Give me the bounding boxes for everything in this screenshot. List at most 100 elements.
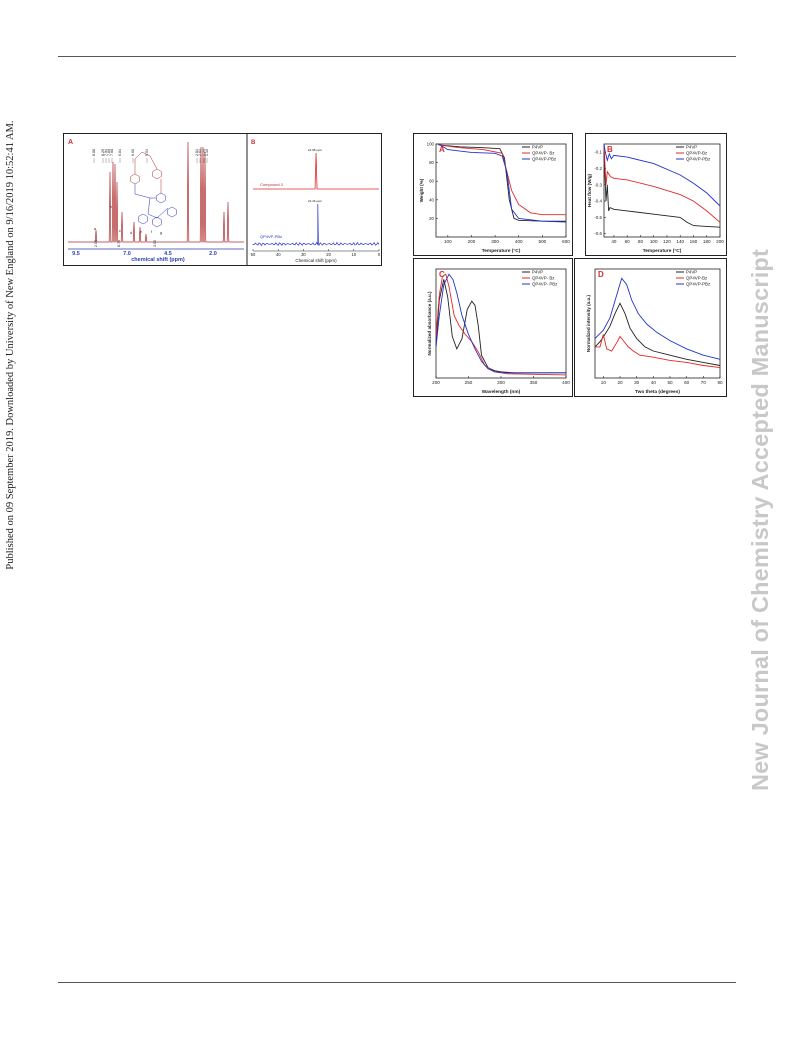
molecule-ring [167, 206, 177, 218]
legend-entry: QP4VP-PBz [532, 157, 556, 162]
nmr-a-peak-label: 5.54 [145, 149, 149, 156]
nmr-a-assignment: f [151, 230, 152, 234]
y-tick-label: -0.2 [594, 166, 602, 171]
plot-frame [603, 143, 721, 238]
nmr-b-bottom-trace-label: QP4VP-PBz [260, 234, 282, 239]
molecule-structure [130, 151, 177, 228]
chart-panel-b: 40 60 80 100 120 140 160 180 200 -0.6 -0.5 -0.4 -0.3… [585, 133, 727, 256]
nmr-a-integral: 2.00 [94, 240, 98, 247]
chart-a-svg: 100 200 300 400 500 600 20 40 60 80 100 Temperature… [419, 142, 570, 255]
y-tick-label: -0.5 [594, 215, 602, 220]
legend-entry: P4VP [532, 270, 543, 275]
x-tick-label: 300 [497, 380, 505, 385]
panel-label: C [439, 270, 445, 279]
x-tick-label: 60 [684, 380, 690, 385]
nmr-a-peak-label: 8.25 [101, 149, 105, 156]
publication-note-text: Published on 09 September 2019. Download… [5, 120, 16, 570]
nmr-b-top-trace [253, 152, 379, 190]
nmr-a-assignment: e [140, 230, 142, 234]
footer-rule [58, 982, 736, 983]
x-tick-label: 120 [663, 239, 671, 244]
y-axis-label: Normalized absorbance (a.u.) [427, 291, 432, 356]
chart-b-svg: 40 60 80 100 120 140 160 180 200 -0.6 -0.5 -0.4 -0.3… [587, 143, 724, 254]
legend-entry: QP4VP-Bz [686, 276, 707, 281]
series-line-qp4vp-bz [595, 334, 721, 369]
panel-label: D [598, 270, 604, 279]
chart-b-axes: 40 60 80 100 120 140 160 180 200 -0.6 -0.5 -0.4 -0.3… [587, 143, 724, 254]
nmr-a-assignment: g [160, 231, 162, 235]
nmr-a-xlabel: chemical shift (ppm) [131, 257, 185, 263]
x-tick-label: 100 [650, 239, 658, 244]
series-line-p4vp [435, 279, 566, 374]
panel-label: A [439, 145, 445, 154]
nmr-svg: A B 9.5 7.0 4.5 2.0 8.88 8.25 7.94 7.89 7.68 6.84… [68, 134, 381, 265]
legend-entry: P4VP [686, 270, 697, 275]
nmr-a-tick-label: 2.0 [209, 251, 217, 257]
nmr-a-assignment: b [110, 205, 112, 209]
nmr-b-top-peak-label: 24.98 ppm [308, 148, 323, 152]
nmr-a-assignment: c [119, 229, 121, 233]
molecule-bond [134, 151, 158, 174]
nmr-a-integral: 3.00 [153, 240, 157, 247]
nmr-a-tick-label: 9.5 [72, 251, 80, 257]
journal-watermark-text: New Journal of Chemistry Accepted Manusc… [747, 248, 773, 792]
legend-entry: QP4VP-PBz [686, 282, 710, 287]
x-tick-label: 200 [468, 239, 476, 244]
x-tick-label: 250 [465, 380, 473, 385]
molecule-bond [147, 197, 169, 219]
x-axis-label: Temperature (°C) [643, 248, 682, 254]
legend-entry: QP4VP- Bz [532, 151, 554, 156]
nmr-a-assignment: d [130, 231, 132, 235]
nmr-b-plot: 50 40 30 20 10 0 [251, 152, 381, 257]
x-tick-label: 40 [651, 380, 657, 385]
nmr-a-spectrum [68, 141, 244, 243]
nmr-b-bottom-trace [252, 203, 380, 247]
x-axis-label: Two theta (degrees) [635, 389, 680, 395]
nmr-b-tick-label: 20 [326, 252, 331, 257]
y-axis-label: Heat flow (W/g) [587, 173, 592, 207]
x-tick-label: 200 [432, 380, 440, 385]
x-tick-label: 80 [717, 380, 723, 385]
x-tick-label: 30 [634, 380, 640, 385]
x-tick-label: 300 [491, 239, 499, 244]
chart-d-svg: 10 20 30 40 50 60 70 80 Two theta (degrees) Norma… [586, 268, 723, 395]
nmr-b-bottom-peak-label: 24.46 ppm [308, 199, 323, 203]
series-line-p4vp [438, 144, 566, 222]
legend-entry: P4VP [686, 145, 697, 150]
nmr-b-tick-label: 40 [276, 252, 281, 257]
nmr-a-plot: 9.5 7.0 4.5 2.0 8.88 8.25 7.94 7.89 7.68 6.84 6.60… [68, 141, 244, 257]
x-tick-label: 60 [625, 239, 631, 244]
nmr-a-peak-label: 6.84 [118, 149, 122, 156]
nmr-b-xlabel: Chemical shift (ppm) [295, 258, 337, 263]
nmr-a-peak-label: 1.24 [202, 149, 206, 156]
series-line-qp4vp-pbz [594, 277, 721, 360]
chart-panel-d: 10 20 30 40 50 60 70 80 Two theta (degrees) Norma… [574, 258, 727, 397]
x-tick-label: 10 [601, 380, 607, 385]
nmr-a-integral: 8.76 [117, 240, 121, 247]
x-tick-label: 350 [530, 380, 538, 385]
x-axis-label: Temperature (°C) [482, 248, 521, 254]
nmr-a-tick-label: 7.0 [123, 251, 131, 257]
chart-c-axes: 200 250 300 350 400 Wavelength (nm) Normalized… [427, 268, 570, 395]
y-tick-label: -0.6 [594, 231, 602, 236]
series-line-qp4vp-pbz [603, 143, 721, 207]
x-tick-label: 140 [676, 239, 684, 244]
chart-panel-a: 100 200 300 400 500 600 20 40 60 80 100 Temperature… [413, 133, 573, 256]
nmr-a-peak-label: 6.60 [131, 149, 135, 156]
legend-entry: QP4VP-Bz [686, 151, 707, 156]
plot-frame [594, 268, 721, 379]
nmr-b-tick-label: 0 [378, 252, 381, 257]
series-line-qp4vp-pbz [435, 273, 566, 374]
molecule-ring [130, 173, 140, 185]
x-tick-label: 400 [562, 380, 570, 385]
publication-note: Published on 09 September 2019. Download… [5, 120, 25, 569]
y-tick-label: 40 [429, 197, 434, 202]
molecule-ring [152, 168, 162, 180]
x-tick-label: 40 [611, 239, 617, 244]
y-tick-label: 20 [429, 216, 434, 221]
journal-watermark: New Journal of Chemistry Accepted Manusc… [747, 249, 777, 791]
nmr-a-peak-label: 2.61 [198, 149, 202, 156]
nmr-a-assignment: a [94, 227, 96, 231]
y-tick-label: 80 [429, 160, 434, 165]
x-tick-label: 100 [444, 239, 452, 244]
